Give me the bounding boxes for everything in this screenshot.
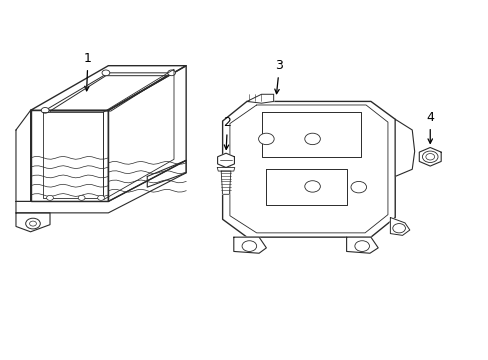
Circle shape [98, 195, 104, 201]
Polygon shape [394, 119, 414, 176]
Polygon shape [222, 102, 394, 237]
Circle shape [41, 108, 49, 113]
Text: 4: 4 [426, 111, 433, 143]
Polygon shape [16, 160, 186, 213]
Polygon shape [30, 66, 186, 111]
Polygon shape [30, 111, 108, 202]
Circle shape [26, 218, 40, 229]
Circle shape [30, 221, 36, 226]
Polygon shape [246, 94, 273, 103]
Circle shape [167, 70, 175, 76]
Circle shape [304, 181, 320, 192]
Text: 1: 1 [84, 52, 92, 91]
Polygon shape [217, 153, 234, 167]
Text: 3: 3 [274, 59, 283, 94]
Circle shape [102, 70, 110, 76]
Polygon shape [16, 213, 50, 232]
Polygon shape [346, 237, 377, 253]
Circle shape [425, 154, 434, 160]
Circle shape [354, 241, 369, 251]
Circle shape [422, 151, 437, 162]
Polygon shape [389, 217, 409, 235]
Polygon shape [233, 237, 266, 253]
Circle shape [46, 195, 53, 201]
Circle shape [242, 241, 256, 251]
Polygon shape [16, 111, 30, 202]
Circle shape [392, 224, 405, 233]
Text: 2: 2 [223, 116, 231, 149]
Circle shape [350, 181, 366, 193]
Polygon shape [217, 167, 234, 171]
Circle shape [304, 133, 320, 145]
Polygon shape [418, 148, 440, 166]
Polygon shape [108, 66, 186, 202]
Polygon shape [147, 160, 186, 187]
Polygon shape [221, 171, 230, 194]
Circle shape [258, 133, 274, 145]
Circle shape [78, 195, 85, 201]
